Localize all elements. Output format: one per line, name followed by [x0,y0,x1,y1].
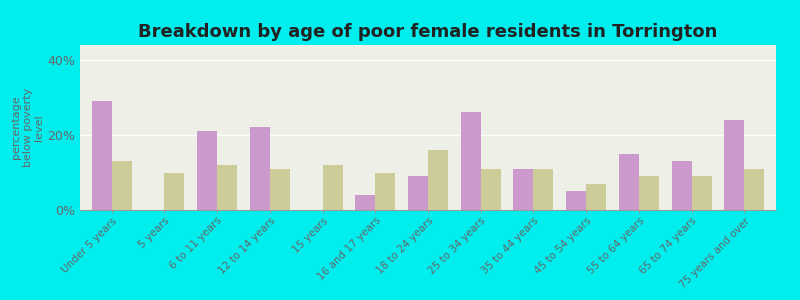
Bar [197,131,217,210]
Bar [514,169,534,210]
Bar [724,120,744,210]
Bar [744,169,765,210]
Bar [481,169,501,210]
Bar [692,176,712,210]
Bar [270,169,290,210]
Bar [375,172,395,210]
Title: Breakdown by age of poor female residents in Torrington: Breakdown by age of poor female resident… [138,23,718,41]
Y-axis label: percentage
below poverty
level: percentage below poverty level [11,88,45,167]
Bar [566,191,586,210]
Bar [322,165,342,210]
Bar [534,169,554,210]
Bar [250,128,270,210]
Bar [408,176,428,210]
Bar [639,176,659,210]
Bar [112,161,132,210]
Bar [217,165,237,210]
Bar [619,154,639,210]
Bar [164,172,184,210]
Bar [92,101,112,210]
Bar [461,112,481,210]
Bar [355,195,375,210]
Bar [428,150,448,210]
Bar [672,161,692,210]
Bar [586,184,606,210]
